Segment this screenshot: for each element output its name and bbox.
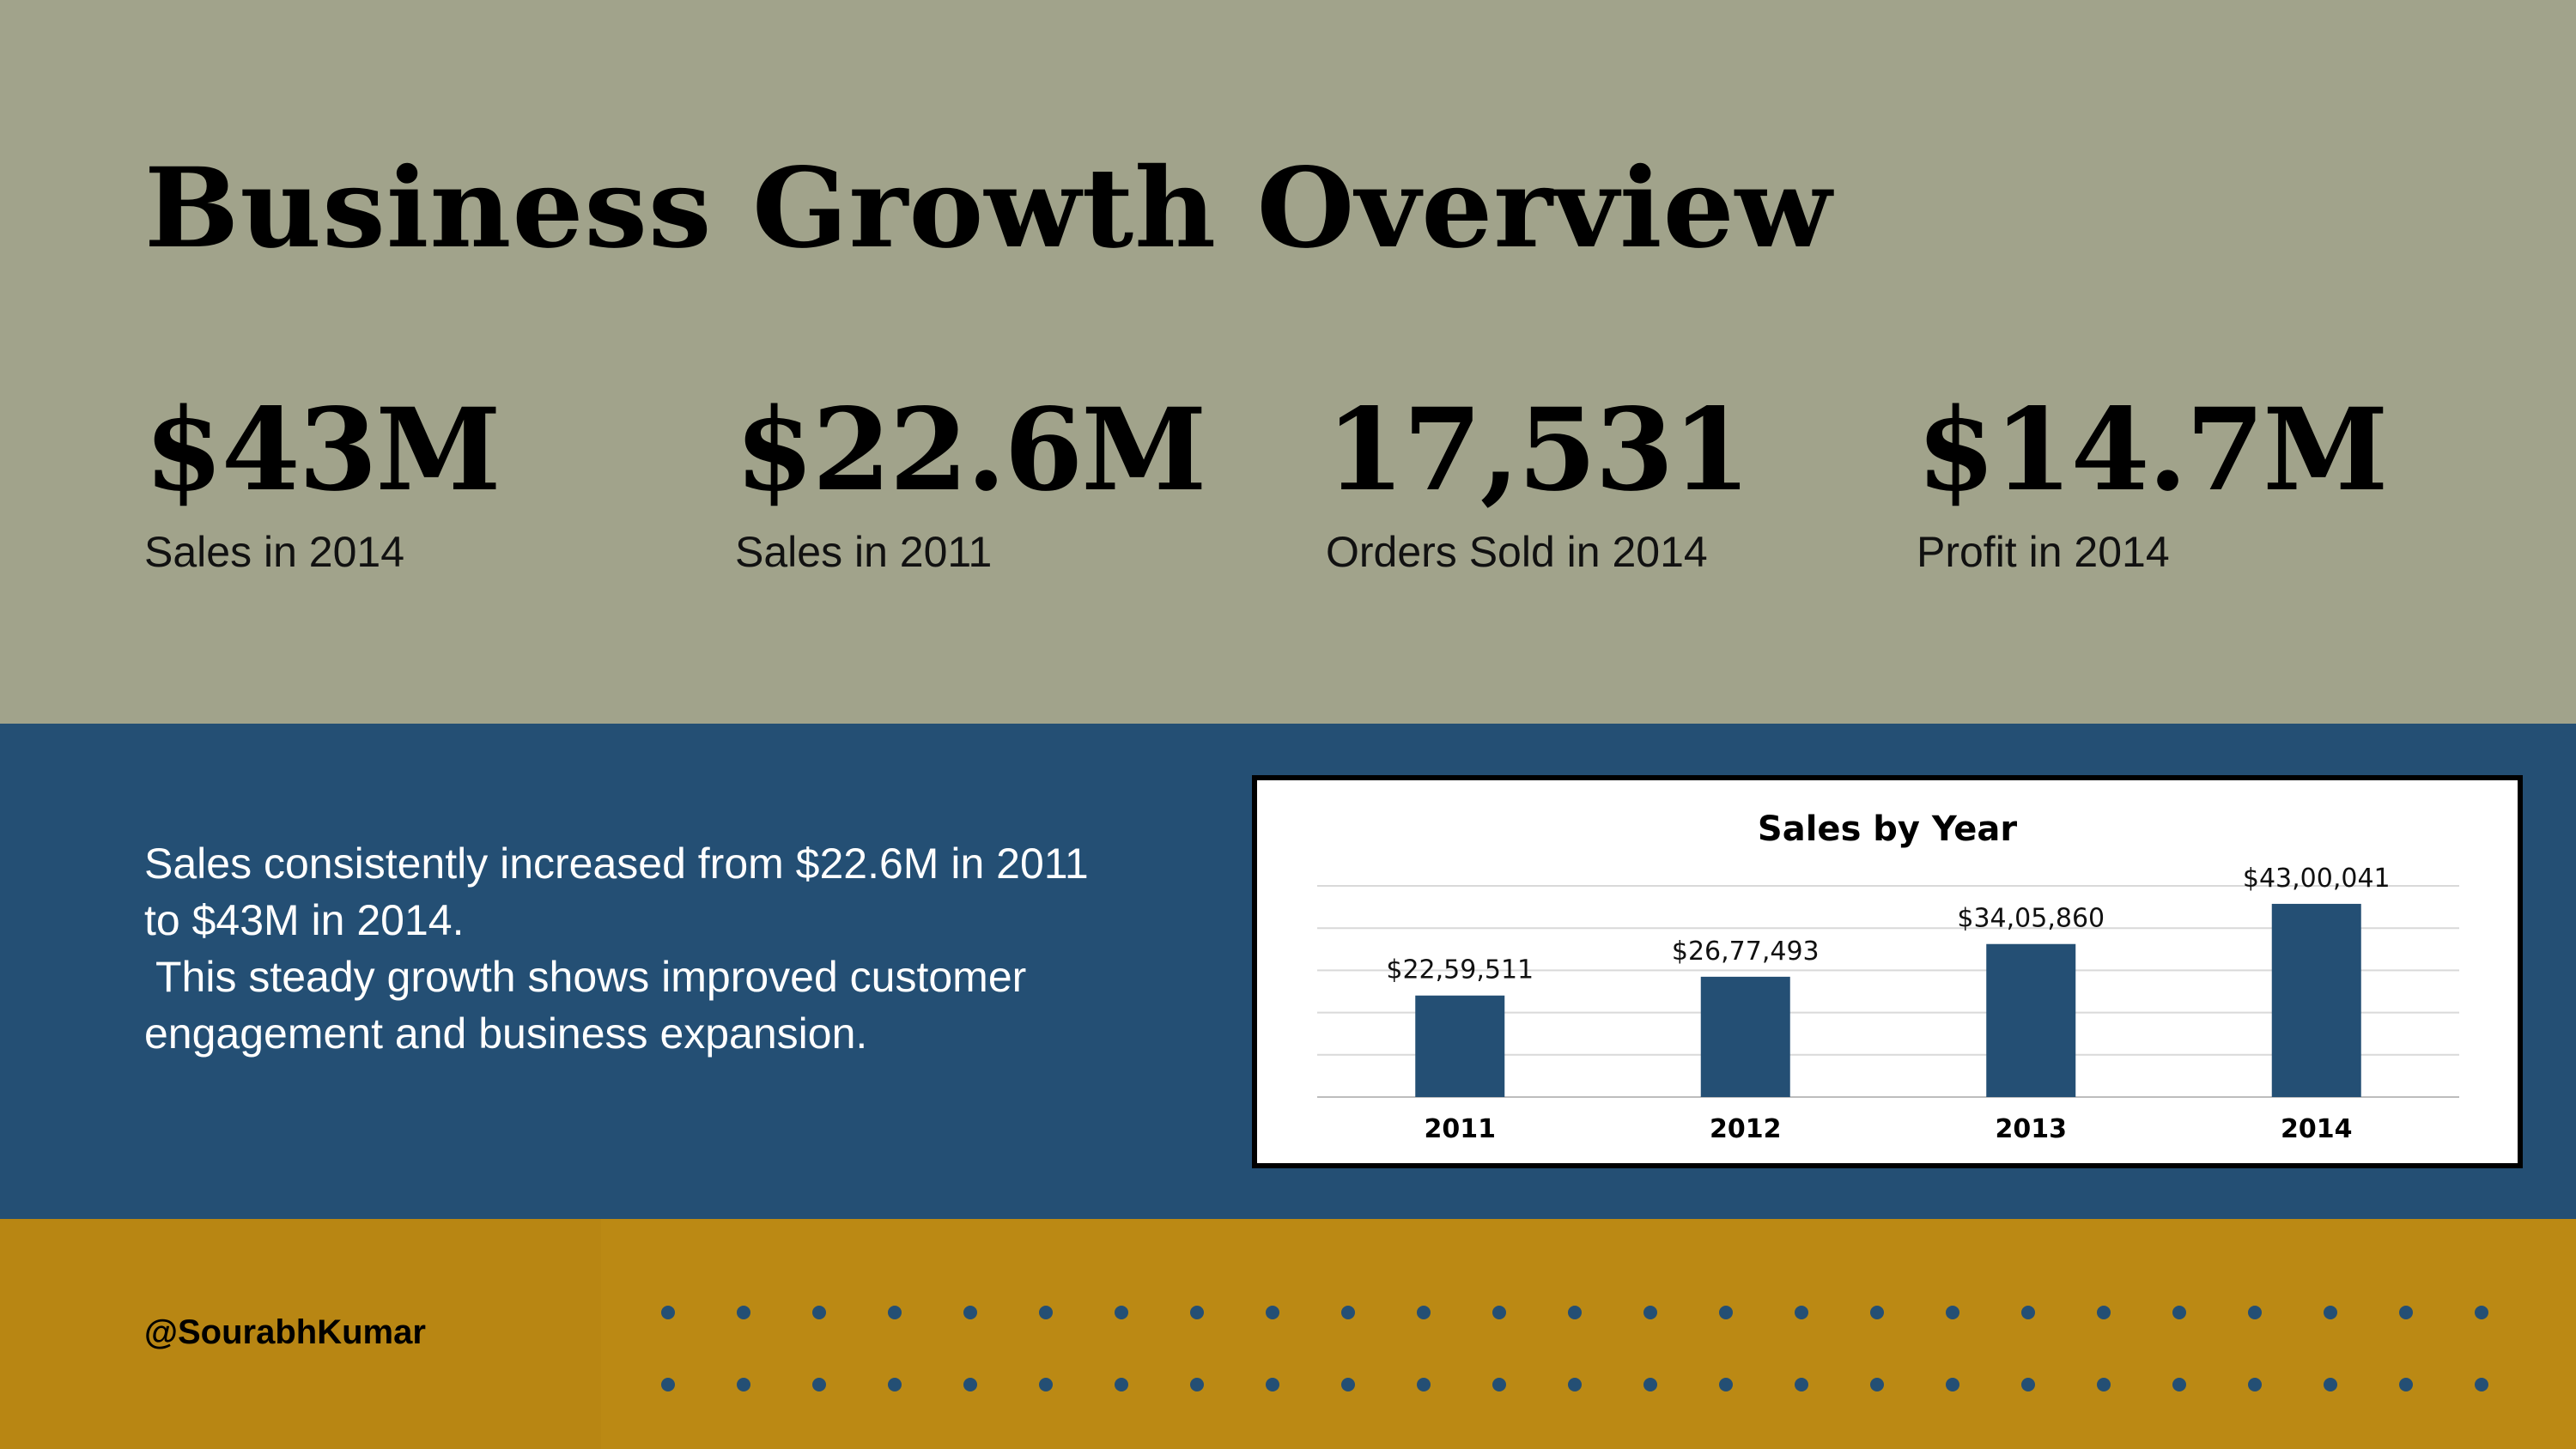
decorative-dot — [1719, 1306, 1733, 1319]
decorative-dot — [812, 1306, 826, 1319]
chart-title: Sales by Year — [1758, 809, 2017, 849]
page-title: Business Growth Overview — [144, 144, 1833, 273]
decorative-dot — [2475, 1378, 2488, 1391]
decorative-dot — [2399, 1378, 2413, 1391]
decorative-dot — [1341, 1378, 1355, 1391]
decorative-dot — [2324, 1378, 2337, 1391]
decorative-dot — [2475, 1306, 2488, 1319]
decorative-dot — [1795, 1306, 1808, 1319]
x-tick-label-2014: 2014 — [2281, 1114, 2353, 1144]
bar-2011 — [1415, 995, 1505, 1097]
decorative-dot — [1643, 1306, 1657, 1319]
decorative-dot — [1568, 1306, 1582, 1319]
decorative-dot — [2097, 1378, 2111, 1391]
decorative-dot — [2399, 1306, 2413, 1319]
decorative-dot — [1946, 1306, 1959, 1319]
summary-line: to $43M in 2014. — [144, 896, 465, 944]
decorative-dot — [1492, 1306, 1506, 1319]
chart-grid — [1317, 885, 2459, 1098]
x-tick-label-2012: 2012 — [1710, 1114, 1782, 1144]
decorative-dot — [1417, 1306, 1431, 1319]
bar-2013 — [1986, 943, 2076, 1097]
x-tick-label-2011: 2011 — [1425, 1114, 1497, 1144]
decorative-dot — [1190, 1378, 1204, 1391]
summary-line: Sales consistently increased from $22.6M… — [144, 840, 1089, 888]
kpi-label: Sales in 2011 — [735, 528, 993, 576]
decorative-dot — [1719, 1378, 1733, 1391]
bar-2012 — [1700, 976, 1790, 1097]
decorative-dot — [1039, 1378, 1053, 1391]
decorative-dot — [1039, 1306, 1053, 1319]
kpi-profit-2014: $14.7M Profit in 2014 — [1917, 384, 2388, 577]
decorative-dot — [2248, 1378, 2262, 1391]
summary-line: engagement and business expansion. — [144, 1009, 868, 1058]
decorative-dot — [888, 1306, 902, 1319]
data-label-2012: $26,77,493 — [1672, 937, 1820, 967]
decorative-dot — [2021, 1378, 2035, 1391]
kpi-value: $43M — [144, 384, 501, 517]
author-handle: @SourabhKumar — [144, 1313, 426, 1351]
summary-line: This steady growth shows improved custom… — [144, 953, 1027, 1001]
footer-section: @SourabhKumar — [0, 1219, 2576, 1449]
kpi-value: $22.6M — [735, 384, 1206, 517]
decorative-dot — [812, 1378, 826, 1391]
decorative-dot — [1492, 1378, 1506, 1391]
decorative-dot — [963, 1378, 977, 1391]
kpi-value: $14.7M — [1917, 384, 2388, 517]
data-label-2014: $43,00,041 — [2243, 864, 2391, 894]
insight-section: Sales consistently increased from $22.6M… — [0, 724, 2576, 1219]
decorative-dot — [2172, 1306, 2186, 1319]
decorative-dot — [737, 1378, 750, 1391]
footer-left-panel: @SourabhKumar — [0, 1219, 601, 1449]
decorative-dot — [1266, 1306, 1279, 1319]
kpi-label: Sales in 2014 — [144, 528, 405, 576]
decorative-dot — [1643, 1378, 1657, 1391]
bar-2014 — [2271, 903, 2361, 1097]
decorative-dot — [888, 1378, 902, 1391]
chart-bars: $22,59,511 2011 $26,77,493 2012 $34,05,860 20… — [1386, 864, 2390, 1144]
decorative-dot — [1946, 1378, 1959, 1391]
kpi-value: 17,531 — [1326, 384, 1751, 517]
decorative-dot — [1417, 1378, 1431, 1391]
header-section: Business Growth Overview $43M Sales in 2… — [0, 0, 2576, 724]
data-label-2013: $34,05,860 — [1957, 904, 2105, 934]
decorative-dot — [2097, 1306, 2111, 1319]
decorative-dot — [1115, 1306, 1128, 1319]
decorative-dot — [1795, 1378, 1808, 1391]
decorative-dot — [2248, 1306, 2262, 1319]
kpi-label: Orders Sold in 2014 — [1326, 528, 1708, 576]
decorative-dot — [1190, 1306, 1204, 1319]
decorative-dot — [1341, 1306, 1355, 1319]
kpi-sales-2014: $43M Sales in 2014 — [144, 384, 501, 577]
decorative-dot — [963, 1306, 977, 1319]
decorative-dot — [1115, 1378, 1128, 1391]
chart-svg: Sales by Year $22,59,511 2011 $26,77,493 20… — [1317, 809, 2459, 1144]
kpi-label: Profit in 2014 — [1917, 528, 2170, 576]
decorative-dot — [661, 1306, 675, 1319]
decorative-dot — [1568, 1378, 1582, 1391]
kpi-orders-2014: 17,531 Orders Sold in 2014 — [1326, 384, 1751, 577]
decorative-dot — [2324, 1306, 2337, 1319]
data-label-2011: $22,59,511 — [1386, 955, 1534, 985]
decorative-dot — [1870, 1378, 1884, 1391]
decorative-dot — [1266, 1378, 1279, 1391]
decorative-dot — [661, 1378, 675, 1391]
kpi-sales-2011: $22.6M Sales in 2011 — [735, 384, 1206, 577]
summary-text: Sales consistently increased from $22.6M… — [144, 835, 1218, 1062]
decorative-dot — [2021, 1306, 2035, 1319]
decorative-dot — [737, 1306, 750, 1319]
x-tick-label-2013: 2013 — [1996, 1114, 2068, 1144]
decorative-dot — [2172, 1378, 2186, 1391]
decorative-dot — [1870, 1306, 1884, 1319]
sales-by-year-chart: Sales by Year $22,59,511 2011 $26,77,493 20… — [1252, 775, 2523, 1168]
